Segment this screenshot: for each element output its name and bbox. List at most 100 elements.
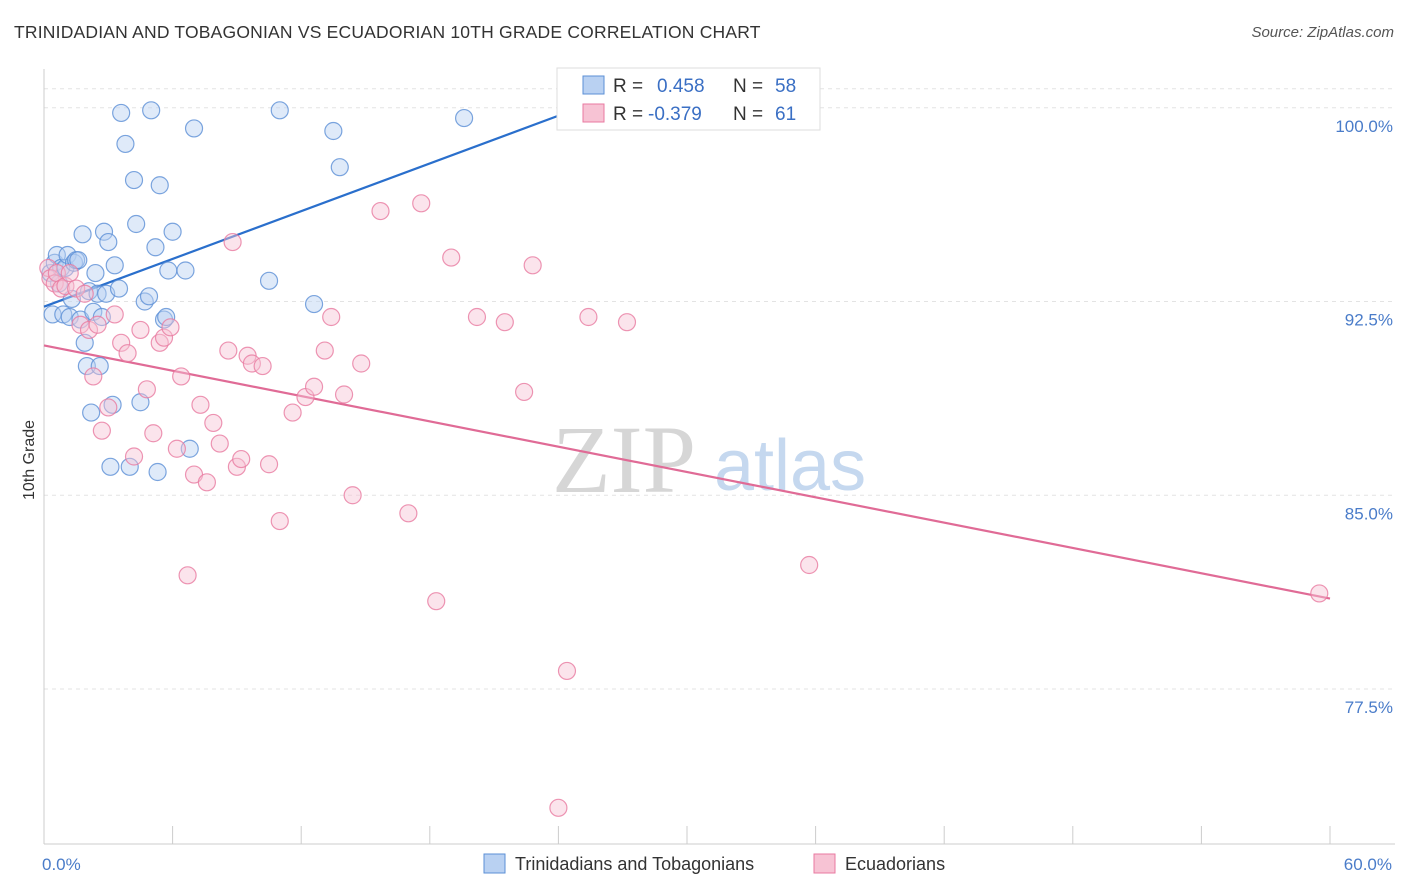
legend-pink-n-label: N = [733, 104, 763, 125]
y-tick-label: 85.0% [1345, 504, 1393, 523]
trend-lines [43, 106, 1331, 600]
watermark-atlas: atlas [714, 426, 866, 506]
ecuadorian-point [283, 403, 302, 422]
legend-blue-n-value: 58 [775, 76, 796, 97]
ecuadorian-point [60, 263, 79, 283]
trinidadian-point [69, 251, 88, 270]
legend-pink-r-value: -0.379 [648, 104, 702, 125]
y-tick-label: 77.5% [1345, 698, 1393, 717]
trinidadian-point [330, 158, 349, 177]
legend-blue-r-label: R = [613, 76, 643, 97]
ecuadorian-point [371, 201, 390, 221]
ecuadorian-point [191, 395, 210, 414]
ecuadorian-point [579, 307, 598, 327]
data-points [39, 101, 1329, 817]
trinidadian-point [105, 256, 124, 275]
ecuadorian-point [118, 344, 137, 363]
trinidadian-point [77, 356, 96, 376]
trinidadian-point [90, 356, 109, 376]
chart-title: TRINIDADIAN AND TOBAGONIAN VS ECUADORIAN… [14, 22, 761, 42]
trinidadian-point [86, 263, 105, 283]
trinidadian-point [163, 222, 182, 241]
bottom-legend-blue-label: Trinidadians and Tobagonians [515, 854, 754, 874]
ecuadorian-point [67, 279, 86, 298]
ecuadorian-point [210, 434, 229, 453]
ecuadorian-point [412, 194, 431, 213]
trinidadian-point [150, 176, 169, 195]
trinidadian-point [454, 108, 474, 128]
bottom-legend-pink-swatch [813, 853, 836, 874]
legend-pink-n-value: 61 [775, 104, 796, 125]
ecuadorian-trend-line [43, 344, 1331, 600]
trinidadian-point [157, 307, 176, 327]
ecuadorian-point [495, 313, 514, 332]
ecuadorian-point [167, 439, 186, 458]
trinidadian-point [116, 134, 135, 154]
ecuadorian-point [99, 398, 118, 417]
ecuadorian-point [197, 473, 216, 492]
trinidadian-point [304, 294, 324, 314]
trinidadian-point [99, 232, 118, 252]
ecuadorian-point [270, 511, 289, 531]
ecuadorian-point [219, 341, 238, 360]
ecuadorian-point [88, 315, 107, 334]
ecuadorian-point [442, 248, 461, 267]
trinidadian-point [176, 261, 195, 280]
trinidadian-point [142, 101, 161, 120]
ecuadorian-point [549, 798, 568, 817]
ecuadorian-point [223, 232, 242, 252]
trinidadian-point [82, 403, 101, 422]
ecuadorian-point [79, 320, 99, 340]
ecuadorian-point [92, 421, 111, 440]
ecuadorian-point [523, 256, 542, 275]
x-tick-label-max: 60.0% [1344, 855, 1392, 874]
ecuadorian-point [172, 367, 191, 386]
ecuadorian-point [304, 377, 324, 396]
trinidadian-point [184, 119, 204, 138]
trinidadian-point [270, 101, 289, 120]
ecuadorian-point [352, 354, 371, 373]
ecuadorian-point [259, 455, 279, 474]
ecuadorian-point [178, 566, 197, 585]
ecuadorian-point [124, 447, 144, 466]
source-credit: Source: ZipAtlas.com [1251, 24, 1394, 41]
ecuadorian-point [253, 356, 272, 376]
legend-pink-r-label: R = [613, 104, 643, 125]
trinidadian-point [124, 170, 144, 190]
ecuadorian-point [131, 320, 150, 340]
axes [43, 69, 1395, 845]
ecuadorian-point [105, 305, 124, 324]
ecuadorian-point [232, 449, 251, 469]
bottom-legend-blue-swatch [483, 853, 506, 874]
ecuadorian-point [334, 385, 354, 404]
y-tick-label: 100.0% [1335, 117, 1393, 136]
ecuadorian-point [515, 382, 534, 402]
trinidadian-point [259, 271, 279, 290]
trinidadian-point [139, 287, 159, 306]
legend-pink-swatch [582, 103, 605, 123]
trinidadian-point [146, 238, 165, 257]
legend-blue-swatch [582, 75, 605, 95]
ecuadorian-point [1310, 584, 1329, 603]
trinidadian-point [112, 103, 131, 123]
trinidadian-point [109, 279, 129, 298]
ecuadorian-point [75, 284, 94, 303]
ecuadorian-point [557, 661, 577, 681]
trinidadian-point [120, 457, 139, 476]
y-tick-labels: 77.5% 85.0% 92.5% 100.0% [1335, 117, 1393, 717]
ecuadorian-point [84, 367, 103, 386]
ecuadorian-point [154, 328, 174, 347]
bottom-legend-pink-label: Ecuadorians [845, 854, 945, 874]
trinidadian-point [324, 121, 343, 141]
ecuadorian-point [617, 313, 637, 332]
series-legend: Trinidadians and Tobagonians Ecuadorians [483, 853, 945, 874]
stats-legend: R = 0.458 N = 58 R = -0.379 N = 61 [556, 67, 821, 131]
y-axis-title: 10th Grade [21, 420, 38, 500]
ecuadorian-point [467, 307, 487, 327]
ecuadorian-point [144, 424, 163, 443]
ecuadorian-point [242, 354, 262, 373]
ecuadorian-point [399, 504, 418, 523]
trinidadian-point [94, 222, 114, 241]
trinidadian-trend-line [43, 106, 581, 308]
